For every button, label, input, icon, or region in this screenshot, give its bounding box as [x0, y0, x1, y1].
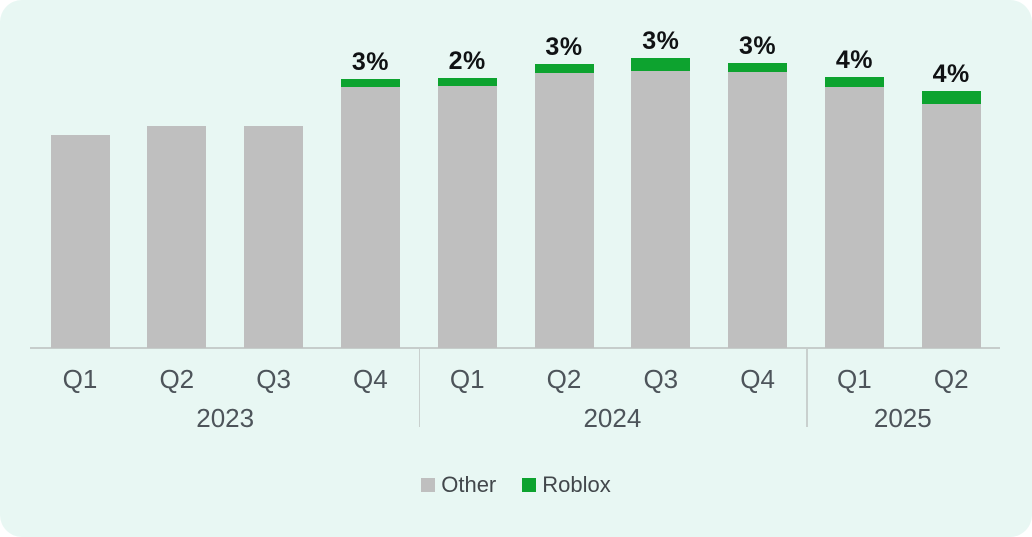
bar-group [631, 58, 691, 348]
bar-value-label: 2% [448, 47, 486, 75]
bar-group [728, 62, 788, 348]
legend-label: Other [441, 472, 497, 497]
bar-value-label: 3% [642, 27, 680, 55]
bar-segment-other [244, 125, 304, 348]
bar-segment-roblox [824, 77, 884, 87]
bar-group [244, 125, 304, 348]
bar-segment-other [50, 135, 110, 348]
bar-segment-roblox [921, 91, 981, 105]
bar-group [824, 77, 884, 348]
bar-segment-other [824, 86, 884, 348]
year-divider-line [418, 349, 421, 427]
x-year-label: 2024 [583, 403, 642, 433]
bar-value-label: 4% [932, 60, 970, 89]
legend-item-other: Other [421, 472, 496, 498]
year-divider-line [806, 349, 808, 427]
bar-segment-other [921, 104, 981, 348]
chart-legend: Other Roblox [0, 472, 1032, 498]
x-year-label: 2023 [196, 403, 255, 433]
bar-group [340, 78, 400, 348]
x-tick-label: Q4 [353, 364, 388, 394]
bar-segment-other [147, 125, 207, 348]
bar-segment-other [728, 71, 788, 348]
x-tick-label: Q1 [837, 364, 872, 394]
x-tick-label: Q3 [256, 364, 291, 394]
x-axis-line [30, 347, 1000, 349]
bar-group [534, 64, 594, 348]
x-tick-label: Q3 [643, 364, 679, 394]
x-year-label: 2025 [873, 403, 932, 433]
bar-value-label: 4% [835, 46, 873, 75]
x-tick-label: Q2 [933, 364, 969, 394]
legend-swatch-roblox-icon [522, 478, 537, 492]
bar-segment-other [437, 86, 497, 348]
bar-segment-other [631, 71, 691, 348]
x-tick-label: Q1 [62, 364, 98, 394]
bar-group [921, 91, 981, 348]
bar-group [50, 135, 110, 348]
bar-segment-roblox [728, 62, 788, 72]
bar-segment-roblox [631, 58, 691, 72]
bar-group [147, 125, 207, 348]
bar-segment-roblox [340, 78, 400, 87]
x-tick-label: Q2 [546, 364, 582, 394]
bar-value-label: 3% [545, 33, 583, 62]
x-tick-label: Q4 [740, 364, 775, 394]
bar-segment-other [340, 86, 400, 348]
x-tick-label: Q2 [159, 364, 195, 394]
bar-segment-roblox [437, 78, 497, 87]
bar-value-label: 3% [739, 31, 777, 60]
bar-segment-roblox [534, 64, 594, 74]
bar-group [437, 78, 497, 348]
bar-value-label: 3% [351, 47, 389, 76]
legend-item-roblox: Roblox [522, 472, 611, 498]
legend-swatch-other-icon [421, 478, 436, 492]
legend-label: Roblox [542, 472, 611, 497]
x-tick-label: Q1 [449, 364, 485, 394]
bar-segment-other [534, 73, 594, 348]
